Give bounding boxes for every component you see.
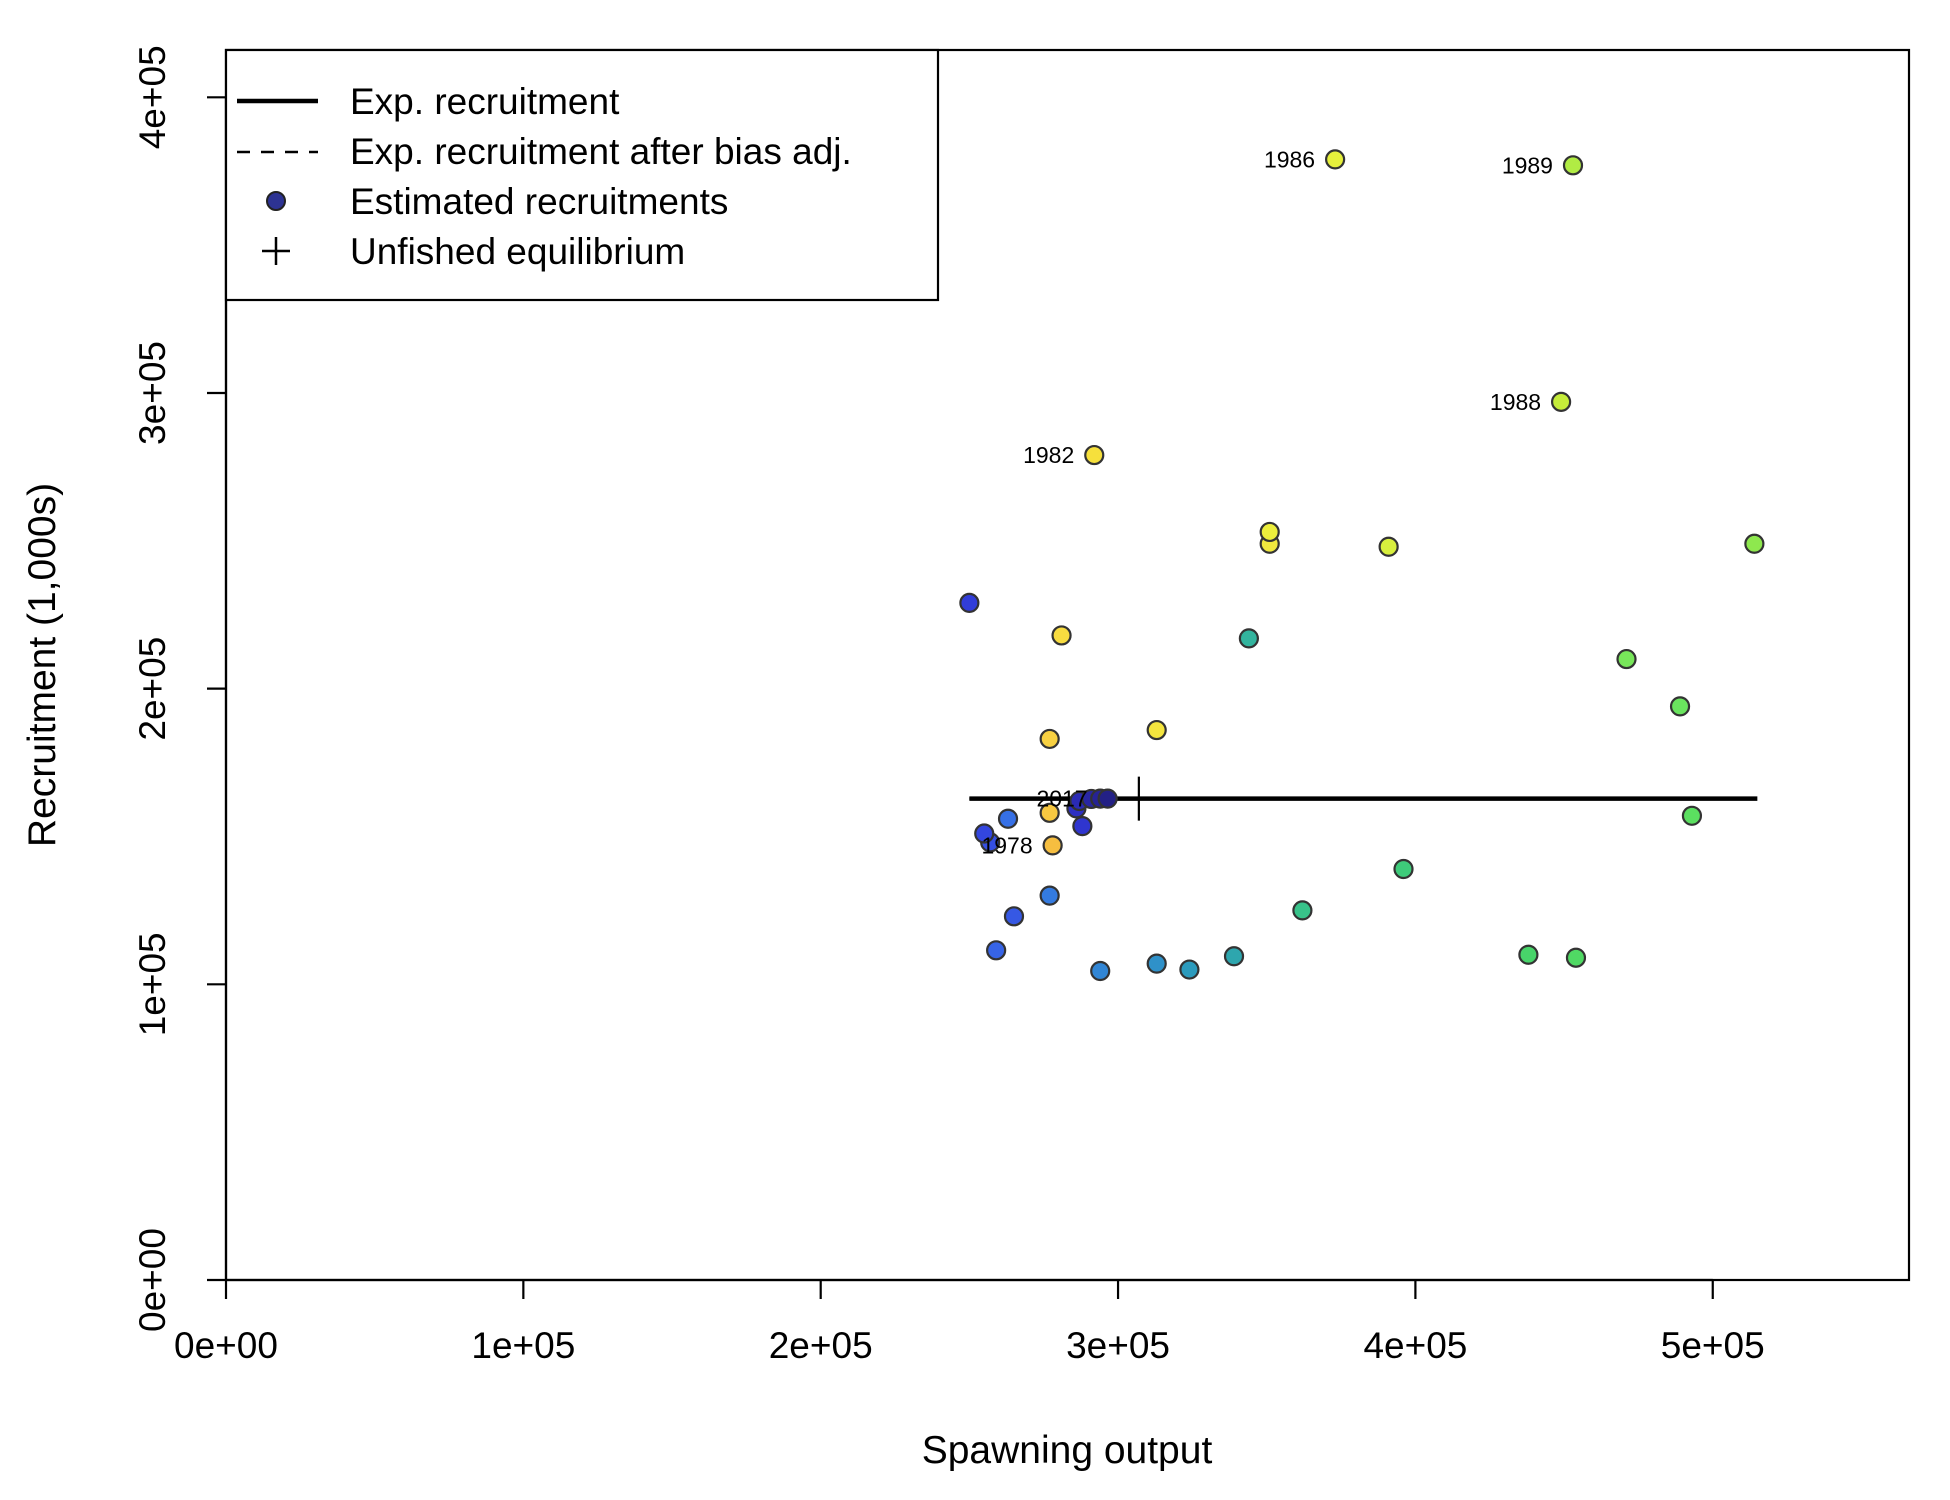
recruitment-point: [1223, 946, 1245, 967]
recruitment-point: [1090, 960, 1111, 982]
recruitment-point: [1292, 900, 1313, 921]
point-year-label: 1989: [1502, 152, 1553, 178]
y-tick-label: 0e+00: [132, 1228, 173, 1332]
recruitment-point: [1393, 858, 1414, 880]
legend-point-symbol: [266, 191, 286, 211]
point-year-label: 2017: [1036, 786, 1087, 812]
recruitment-point: [1146, 953, 1167, 974]
recruitment-point: [1238, 628, 1259, 649]
y-tick-label: 1e+05: [132, 932, 173, 1036]
recruitment-point: [1042, 835, 1063, 856]
y-tick-label: 4e+05: [132, 45, 173, 149]
recruitment-point: [1039, 802, 1060, 823]
x-axis-title: Spawning output: [922, 1429, 1213, 1472]
recruitment-point: [1669, 696, 1691, 717]
recruitment-point: [1039, 728, 1060, 750]
recruitment-point: [1072, 816, 1093, 837]
recruitment-point: [1097, 788, 1118, 809]
recruitment-point: [1744, 533, 1765, 554]
y-tick-label: 3e+05: [132, 341, 173, 445]
y-axis-title: Recruitment (1,000s): [21, 483, 64, 847]
x-tick-label: 4e+05: [1363, 1325, 1467, 1366]
recruitment-point: [1325, 149, 1346, 170]
point-year-label: 1982: [1023, 442, 1074, 468]
x-tick-label: 2e+05: [769, 1325, 873, 1366]
legend-plus-symbol: [262, 237, 290, 265]
x-tick-label: 5e+05: [1661, 1325, 1765, 1366]
x-tick-label: 3e+05: [1066, 1325, 1170, 1366]
x-axis: 0e+00 1e+05 2e+05 3e+05 4e+05 5e+05: [174, 1278, 1765, 1366]
legend-box: [224, 48, 940, 302]
recruitment-point: [974, 823, 995, 844]
recruitment-point: [1616, 648, 1637, 670]
recruitment-point: [1146, 719, 1167, 741]
y-tick-label: 2e+05: [132, 637, 173, 741]
legend: Exp. recruitment Exp. recruitment after …: [224, 48, 940, 302]
recruitment-point: [1259, 521, 1280, 543]
recruitment-point: [1084, 444, 1105, 466]
recruitment-point: [1179, 959, 1200, 980]
recruitment-point: [1562, 155, 1584, 176]
recruitment-point: [1378, 536, 1399, 557]
recruitment-point: [1565, 947, 1587, 968]
point-year-label: 1988: [1490, 389, 1541, 415]
estimated-recruitment-points: [959, 149, 1765, 982]
recruitment-point: [959, 592, 980, 614]
point-year-label: 1978: [981, 832, 1032, 858]
legend-label-estimated-recruitments: Estimated recruitments: [350, 181, 728, 222]
recruitment-point: [1051, 625, 1072, 646]
recruitment-point: [1003, 906, 1025, 927]
recruitment-point: [1518, 944, 1539, 965]
recruitment-point: [997, 808, 1019, 829]
point-year-label: 1986: [1264, 146, 1315, 172]
recruitment-point: [986, 940, 1007, 961]
recruitment-point: [1551, 391, 1572, 412]
legend-label-unfished-equilibrium: Unfished equilibrium: [350, 231, 685, 272]
recruitment-point: [1681, 805, 1703, 826]
legend-label-exp-recruitment-bias-adj: Exp. recruitment after bias adj.: [350, 131, 852, 172]
x-tick-label: 0e+00: [174, 1325, 278, 1366]
point-labels: 1978 1982 1986 1988 1989 2017: [981, 146, 1553, 858]
recruitment-point: [1039, 885, 1060, 906]
legend-label-exp-recruitment: Exp. recruitment: [350, 81, 620, 122]
x-tick-label: 1e+05: [471, 1325, 575, 1366]
